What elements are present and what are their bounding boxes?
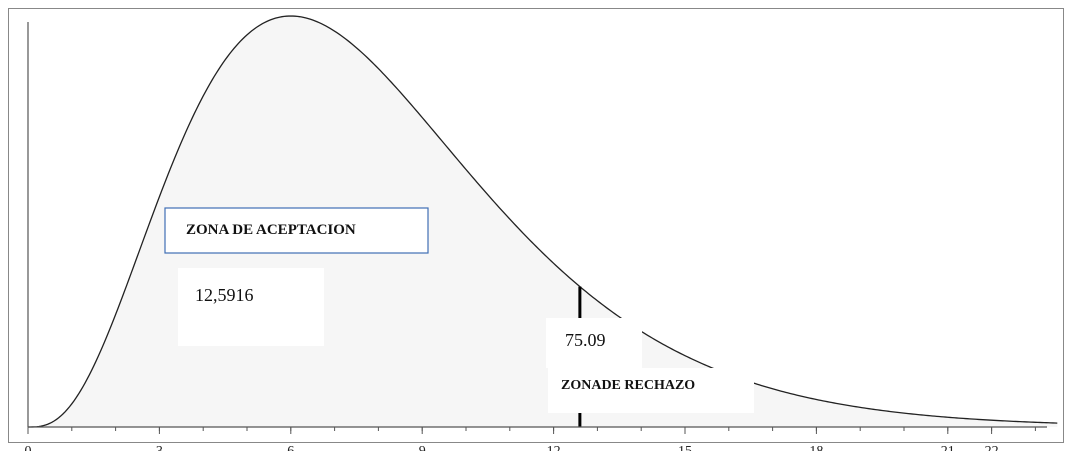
x-tick-label: 18	[809, 444, 823, 451]
rejection-value-box	[546, 318, 642, 368]
x-tick-label: 15	[678, 444, 692, 451]
rejection-label-box	[548, 368, 754, 413]
rejection-zone-label: ZONADE RECHAZO	[561, 378, 695, 393]
rejection-value: 75.09	[565, 330, 606, 350]
acceptance-zone-label: ZONA DE ACEPTACION	[186, 222, 356, 238]
x-tick-label: 6	[287, 444, 294, 451]
density-curve	[28, 15, 1058, 428]
x-tick-label: 9	[419, 444, 426, 451]
acceptance-value: 12,5916	[195, 285, 254, 305]
x-tick-label: 3	[156, 444, 163, 451]
x-tick-label: 21	[941, 444, 955, 451]
x-axis-ticks: 0 3 6 9 12 15 18 21 22	[25, 427, 1036, 451]
acceptance-value-box	[178, 268, 324, 346]
acceptance-zone-label-box	[164, 207, 429, 254]
x-tick-label: 0	[25, 444, 32, 451]
x-tick-label: 22	[985, 444, 999, 451]
x-tick-label: 12	[547, 444, 561, 451]
